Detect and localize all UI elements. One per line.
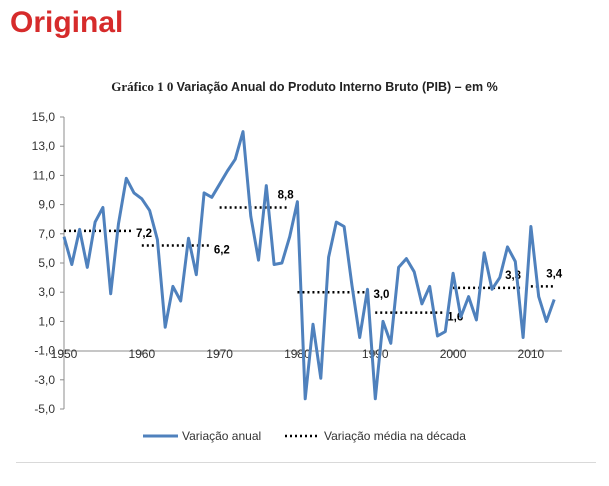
y-tick-label: 9,0	[38, 198, 55, 212]
x-tick-label: 1950	[51, 347, 78, 361]
x-tick-label: 2000	[440, 347, 467, 361]
decade-average-label: 6,2	[214, 244, 230, 256]
y-tick-label: 7,0	[38, 227, 55, 241]
original-label: Original	[10, 6, 124, 39]
x-tick-label: 2010	[518, 347, 545, 361]
x-axis: 1950 1960 1970 1980 1990 2000 2010	[51, 347, 562, 361]
y-tick-label: -3,0	[34, 373, 55, 387]
decade-average-lines: 7,26,28,83,01,63,3 3,4	[64, 190, 563, 324]
y-tick-label: -5,0	[34, 402, 55, 416]
chart-title-text: Variação Anual do Produto Interno Bruto …	[176, 80, 498, 94]
chart-title-prefix: Gráfico 1 0	[111, 79, 174, 94]
y-tick-label: 15,0	[32, 110, 56, 124]
y-axis: 15,0 13,0 11,0 9,0 7,0 5,0 3,0 1,0 -1,0 -3,0 -5,0	[32, 110, 65, 416]
x-tick-label: 1980	[284, 347, 311, 361]
y-tick-label: 13,0	[32, 139, 56, 153]
x-tick-label: 1970	[206, 347, 233, 361]
legend-label-annual: Variação anual	[182, 429, 261, 443]
x-tick-label: 1990	[362, 347, 389, 361]
x-tick-label: 1960	[128, 347, 155, 361]
y-tick-label: 3,0	[38, 285, 55, 299]
y-tick-label: 1,0	[38, 314, 55, 328]
decade-average-label: 3,0	[373, 289, 389, 301]
bottom-divider	[16, 462, 596, 463]
decade-average-label: 7,2	[136, 228, 152, 240]
legend-label-average: Variação média na década	[324, 429, 466, 443]
y-tick-label: 5,0	[38, 256, 55, 270]
y-tick-label: -1,0	[34, 344, 55, 358]
y-tick-label: 11,0	[33, 168, 56, 182]
decade-average-label: 8,8	[278, 190, 295, 202]
annual-variation-line	[62, 130, 556, 401]
chart-title: Gráfico 1 0 Variação Anual do Produto In…	[0, 79, 609, 95]
decade-average-label: 3,4	[546, 268, 563, 280]
legend: Variação anual Variação média na década	[143, 429, 466, 443]
annual-series	[62, 130, 556, 401]
